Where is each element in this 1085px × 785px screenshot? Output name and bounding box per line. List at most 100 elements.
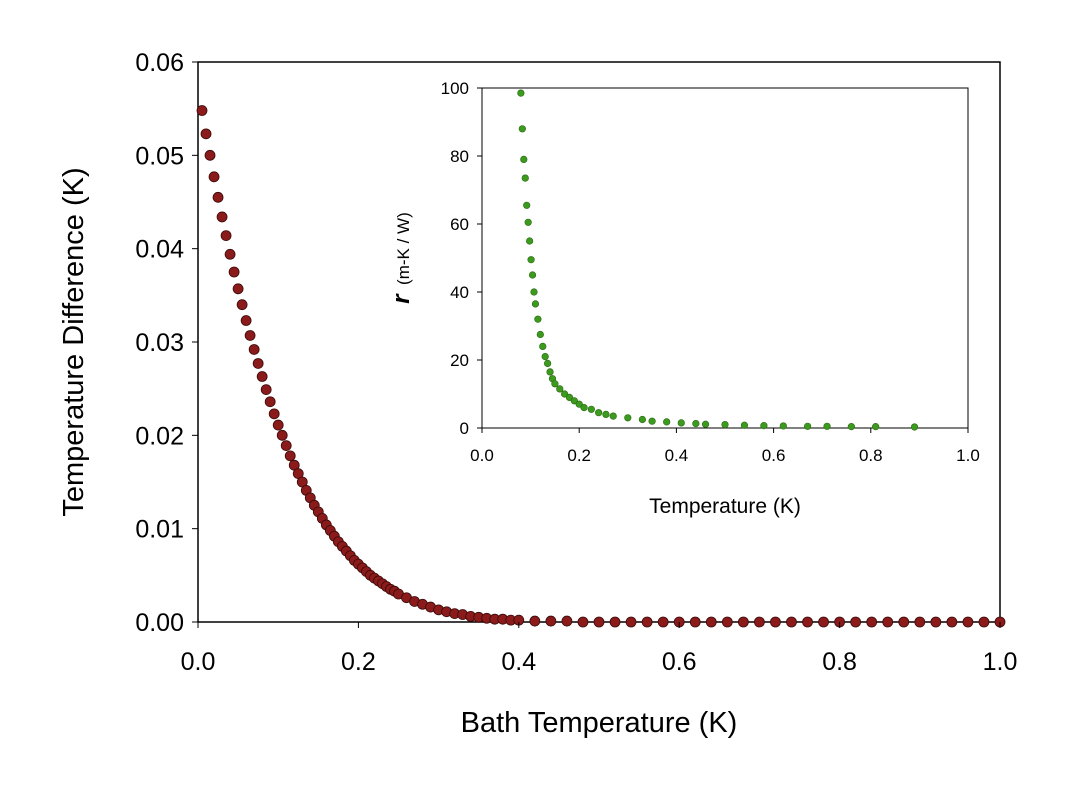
main-data-point [232, 283, 244, 295]
inset-plot-frame [481, 87, 969, 429]
inset-data-point [518, 125, 526, 133]
main-data-point [721, 616, 733, 628]
inset-data-point [561, 390, 569, 398]
main-data-point [641, 616, 653, 628]
inset-data-point [638, 415, 646, 424]
inset-data-point [910, 423, 919, 431]
inset-data-point [779, 422, 787, 430]
inset-y-tick-label: 100 [441, 79, 469, 98]
inset-data-point [804, 422, 812, 430]
inset-y-tick-label: 60 [450, 215, 469, 234]
inset-data-point [872, 423, 880, 431]
main-data-point [593, 616, 605, 628]
main-data-point [689, 616, 701, 628]
main-y-tick-label: 0.04 [135, 236, 184, 264]
inset-data-point [544, 359, 552, 368]
main-data-point [224, 248, 236, 260]
inset-data-point [521, 174, 529, 182]
main-data-point [866, 616, 878, 628]
inset-data-point [570, 397, 578, 405]
inset-plot: 0.0 0.2 0.4 0.6 0.8 1.0 0 20 40 60 80 100 Temperat… [388, 79, 980, 518]
inset-data-point [517, 89, 525, 97]
main-data-point [962, 616, 974, 628]
main-data-point [561, 615, 573, 627]
main-data-point [284, 450, 296, 462]
inset-data-point [580, 404, 588, 412]
main-data-point [914, 616, 926, 628]
inset-data-point [595, 409, 603, 417]
inset-data-point [847, 423, 855, 431]
main-y-tick-label: 0.00 [135, 609, 184, 637]
main-x-tick-label: 0.8 [822, 648, 857, 676]
inset-data-point [701, 420, 710, 428]
main-y-tick-label: 0.01 [135, 516, 184, 544]
main-x-tick-label: 0.2 [341, 648, 376, 676]
inset-x-tick-label: 0.6 [762, 446, 786, 465]
main-y-tick-label: 0.03 [135, 329, 184, 357]
inset-y-tick-label: 0 [460, 419, 469, 438]
inset-x-ticks: 0.0 0.2 0.4 0.6 0.8 1.0 [470, 428, 980, 465]
main-y-tick-label: 0.06 [135, 49, 184, 77]
main-data-point [978, 616, 990, 628]
main-data-point [228, 266, 240, 278]
inset-data-point [520, 155, 528, 163]
inset-data-point [648, 417, 656, 425]
main-data-point [545, 615, 557, 627]
inset-x-tick-label: 0.8 [859, 446, 883, 465]
inset-y-axis-symbol: r [388, 293, 415, 304]
main-data-point [196, 105, 208, 116]
inset-data-point [534, 315, 542, 323]
main-data-point [220, 230, 232, 242]
inset-data-point [575, 400, 583, 408]
main-data-point [737, 616, 749, 628]
main-data-point [208, 171, 220, 183]
main-data-point [850, 616, 862, 628]
inset-x-tick-label: 0.2 [567, 446, 591, 465]
main-data-point [609, 616, 621, 628]
main-data-point [204, 149, 216, 161]
inset-y-ticks: 0 20 40 60 80 100 [441, 79, 482, 438]
inset-y-tick-label: 80 [450, 147, 469, 166]
inset-x-axis-title: Temperature (K) [649, 495, 801, 518]
inset-data-point [536, 330, 544, 339]
inset-data-point [692, 419, 700, 428]
main-data-point [248, 344, 260, 355]
main-y-axis-title: Temperature Difference (K) [58, 167, 90, 516]
main-x-tick-label: 1.0 [983, 648, 1018, 676]
main-data-point [268, 408, 280, 420]
main-data-point [272, 419, 284, 431]
main-x-tick-label: 0.4 [501, 648, 536, 676]
inset-data-point [524, 218, 532, 226]
inset-data-point [539, 342, 547, 351]
inset-data-point [677, 419, 685, 427]
inset-y-tick-label: 20 [450, 351, 469, 370]
inset-data-point [823, 422, 831, 430]
main-data-point [244, 330, 256, 341]
main-data-point [256, 371, 268, 382]
inset-data-point [556, 385, 564, 393]
inset-x-tick-label: 0.0 [470, 446, 494, 465]
main-data-point [657, 616, 669, 628]
main-data-point [240, 315, 252, 326]
main-data-point [786, 616, 797, 628]
main-x-ticks: 0.0 0.2 0.4 0.6 0.8 1.0 [181, 622, 1018, 676]
main-y-tick-label: 0.05 [135, 142, 184, 170]
main-data-point [625, 616, 637, 628]
main-data-point [882, 616, 894, 628]
main-data-point [200, 128, 212, 140]
inset-data-point [602, 410, 610, 419]
main-data-point [818, 616, 829, 628]
main-x-axis-title: Bath Temperature (K) [461, 707, 738, 739]
inset-data-point [527, 256, 535, 264]
main-data-point [754, 616, 765, 628]
main-data-point [236, 299, 248, 311]
inset-data-point [541, 353, 549, 361]
main-data-point [946, 616, 958, 628]
inset-data-point [565, 393, 574, 402]
main-data-point [770, 616, 781, 628]
main-data-point [264, 396, 276, 408]
main-data-point [252, 358, 264, 369]
inset-data-point [663, 418, 671, 426]
inset-data-point [624, 414, 632, 422]
